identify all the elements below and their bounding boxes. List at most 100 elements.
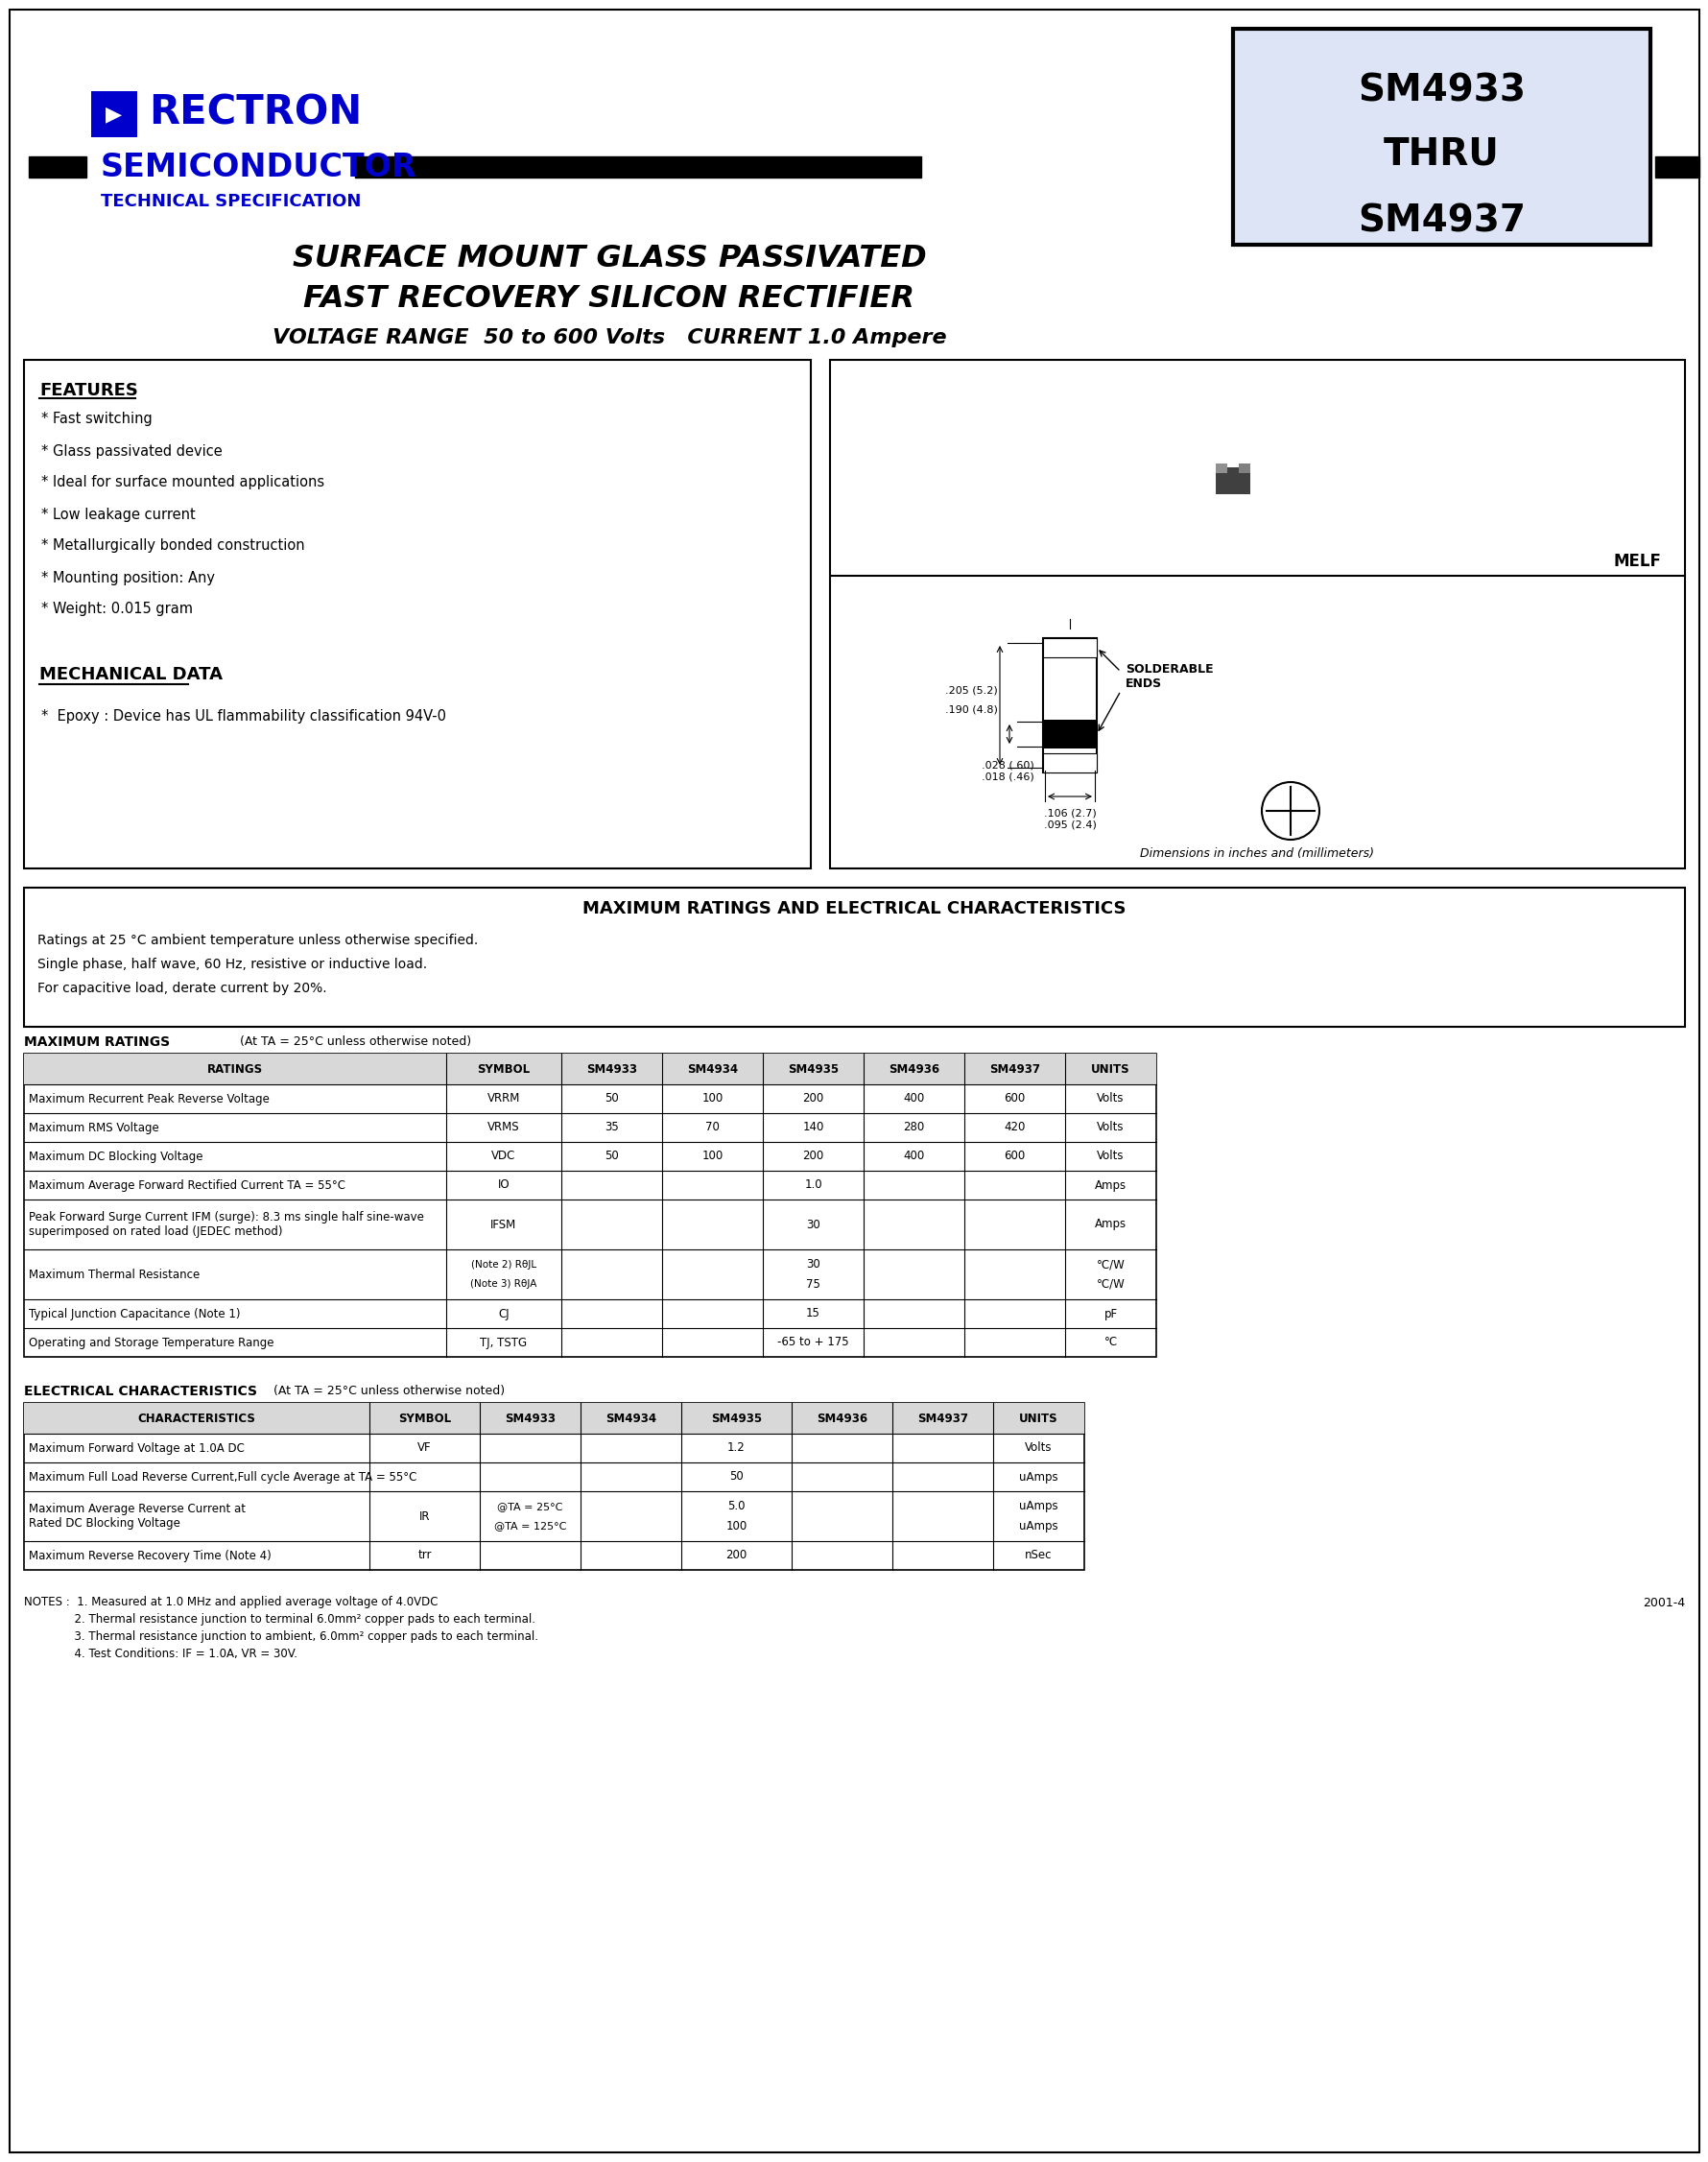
Text: Amps: Amps (1095, 1217, 1126, 1230)
Text: 50: 50 (605, 1150, 618, 1163)
Bar (29, 156, 87, 177)
Bar (1042, 638, 1097, 772)
Text: .028 (.60): .028 (.60) (980, 761, 1033, 770)
Text: VF: VF (417, 1442, 432, 1455)
Text: 100: 100 (726, 1520, 746, 1533)
Text: .095 (2.4): .095 (2.4) (1044, 819, 1095, 830)
Text: TECHNICAL SPECIFICATION: TECHNICAL SPECIFICATION (101, 192, 360, 210)
Text: SM4934: SM4934 (605, 1412, 656, 1425)
Text: 600: 600 (1004, 1150, 1025, 1163)
Text: Maximum Average Forward Rectified Current TA = 55°C: Maximum Average Forward Rectified Curren… (29, 1178, 345, 1191)
Text: uAmps: uAmps (1018, 1470, 1057, 1483)
Text: VOLTAGE RANGE  50 to 600 Volts   CURRENT 1.0 Ampere: VOLTAGE RANGE 50 to 600 Volts CURRENT 1.… (272, 329, 946, 348)
Text: SM4933: SM4933 (586, 1064, 637, 1075)
Text: SM4937: SM4937 (989, 1064, 1040, 1075)
Text: Operating and Storage Temperature Range: Operating and Storage Temperature Range (29, 1336, 273, 1349)
Text: 420: 420 (1003, 1122, 1025, 1133)
Bar (1238, 463, 1250, 473)
Text: For capacitive load, derate current by 20%.: For capacitive load, derate current by 2… (38, 982, 326, 995)
Text: SM4933: SM4933 (504, 1412, 555, 1425)
Text: UNITS: UNITS (1091, 1064, 1129, 1075)
Text: SYMBOL: SYMBOL (398, 1412, 451, 1425)
Text: Maximum Average Reverse Current at: Maximum Average Reverse Current at (29, 1503, 246, 1516)
Text: 600: 600 (1004, 1092, 1025, 1105)
Text: Maximum Recurrent Peak Reverse Voltage: Maximum Recurrent Peak Reverse Voltage (29, 1092, 270, 1105)
Text: 100: 100 (702, 1150, 722, 1163)
Text: (Note 2) RθJL: (Note 2) RθJL (471, 1260, 536, 1269)
Bar (1042, 720, 1097, 748)
Text: SM4937: SM4937 (1356, 203, 1525, 240)
Text: MELF: MELF (1612, 553, 1660, 571)
Text: MAXIMUM RATINGS AND ELECTRICAL CHARACTERISTICS: MAXIMUM RATINGS AND ELECTRICAL CHARACTER… (582, 899, 1126, 917)
Text: Typical Junction Capacitance (Note 1): Typical Junction Capacitance (Note 1) (29, 1308, 241, 1321)
Text: .190 (4.8): .190 (4.8) (945, 705, 997, 716)
Text: 50: 50 (729, 1470, 743, 1483)
Text: uAmps: uAmps (1018, 1500, 1057, 1513)
Text: 50: 50 (605, 1092, 618, 1105)
Text: 35: 35 (605, 1122, 618, 1133)
Text: Maximum DC Blocking Voltage: Maximum DC Blocking Voltage (29, 1150, 203, 1163)
Text: Ratings at 25 °C ambient temperature unless otherwise specified.: Ratings at 25 °C ambient temperature unl… (38, 934, 478, 947)
Text: Single phase, half wave, 60 Hz, resistive or inductive load.: Single phase, half wave, 60 Hz, resistiv… (38, 958, 427, 971)
Text: (At TA = 25°C unless otherwise noted): (At TA = 25°C unless otherwise noted) (273, 1386, 504, 1397)
Text: °C: °C (1103, 1336, 1117, 1349)
Bar (1042, 638, 1097, 657)
Text: Volts: Volts (1025, 1442, 1052, 1455)
Text: FEATURES: FEATURES (39, 383, 138, 400)
Text: Amps: Amps (1095, 1178, 1126, 1191)
Text: IFSM: IFSM (490, 1217, 516, 1230)
Text: 3. Thermal resistance junction to ambient, 6.0mm² copper pads to each terminal.: 3. Thermal resistance junction to ambien… (24, 1630, 538, 1643)
Bar (24, 1403, 1083, 1433)
Text: pF: pF (1103, 1308, 1117, 1321)
Bar (24, 1053, 1156, 1358)
Text: THRU: THRU (1383, 136, 1500, 171)
Text: 140: 140 (803, 1122, 823, 1133)
Bar (24, 1403, 1083, 1570)
Text: * Ideal for surface mounted applications: * Ideal for surface mounted applications (41, 476, 325, 491)
Text: .205 (5.2): .205 (5.2) (945, 685, 997, 696)
Text: CHARACTERISTICS: CHARACTERISTICS (138, 1412, 256, 1425)
Text: Maximum Forward Voltage at 1.0A DC: Maximum Forward Voltage at 1.0A DC (29, 1442, 244, 1455)
Bar (1233, 28, 1650, 244)
Text: VDC: VDC (492, 1150, 516, 1163)
Text: Maximum Full Load Reverse Current,Full cycle Average at TA = 55°C: Maximum Full Load Reverse Current,Full c… (29, 1470, 417, 1483)
Text: MAXIMUM RATINGS: MAXIMUM RATINGS (24, 1036, 169, 1049)
Text: UNITS: UNITS (1018, 1412, 1057, 1425)
Text: SM4936: SM4936 (816, 1412, 868, 1425)
Text: SM4937: SM4937 (917, 1412, 968, 1425)
Text: .106 (2.7): .106 (2.7) (1044, 809, 1095, 819)
Text: CJ: CJ (499, 1308, 509, 1321)
Text: @TA = 25°C: @TA = 25°C (497, 1500, 562, 1511)
Text: *  Epoxy : Device has UL flammability classification 94V-0: * Epoxy : Device has UL flammability cla… (41, 709, 446, 724)
Text: SYMBOL: SYMBOL (477, 1064, 529, 1075)
Bar (1214, 467, 1250, 495)
Text: * Fast switching: * Fast switching (41, 413, 152, 426)
Text: * Mounting position: Any: * Mounting position: Any (41, 571, 215, 586)
Text: * Low leakage current: * Low leakage current (41, 508, 195, 521)
Text: 30: 30 (806, 1217, 820, 1230)
Text: * Metallurgically bonded construction: * Metallurgically bonded construction (41, 538, 304, 553)
Bar (1042, 752, 1097, 772)
Bar (24, 1053, 1156, 1085)
Text: 1.2: 1.2 (728, 1442, 745, 1455)
Text: RECTRON: RECTRON (149, 93, 362, 134)
Text: SM4934: SM4934 (687, 1064, 738, 1075)
Text: 75: 75 (806, 1278, 820, 1291)
Text: 1.0: 1.0 (804, 1178, 822, 1191)
Text: 200: 200 (726, 1550, 746, 1561)
Text: 200: 200 (803, 1150, 823, 1163)
Text: VRMS: VRMS (487, 1122, 519, 1133)
Bar (24, 359, 810, 869)
Text: 70: 70 (705, 1122, 719, 1133)
Text: .018 (.46): .018 (.46) (980, 772, 1033, 783)
Text: Maximum RMS Voltage: Maximum RMS Voltage (29, 1122, 159, 1133)
Text: trr: trr (417, 1550, 432, 1561)
Bar (1214, 463, 1226, 473)
Text: Maximum Thermal Resistance: Maximum Thermal Resistance (29, 1269, 200, 1280)
Text: * Glass passivated device: * Glass passivated device (41, 443, 222, 458)
Text: TJ, TSTG: TJ, TSTG (480, 1336, 528, 1349)
Text: Rated DC Blocking Voltage: Rated DC Blocking Voltage (29, 1518, 179, 1531)
Text: SEMICONDUCTOR: SEMICONDUCTOR (101, 151, 417, 184)
Text: 100: 100 (702, 1092, 722, 1105)
Text: 5.0: 5.0 (728, 1500, 745, 1513)
